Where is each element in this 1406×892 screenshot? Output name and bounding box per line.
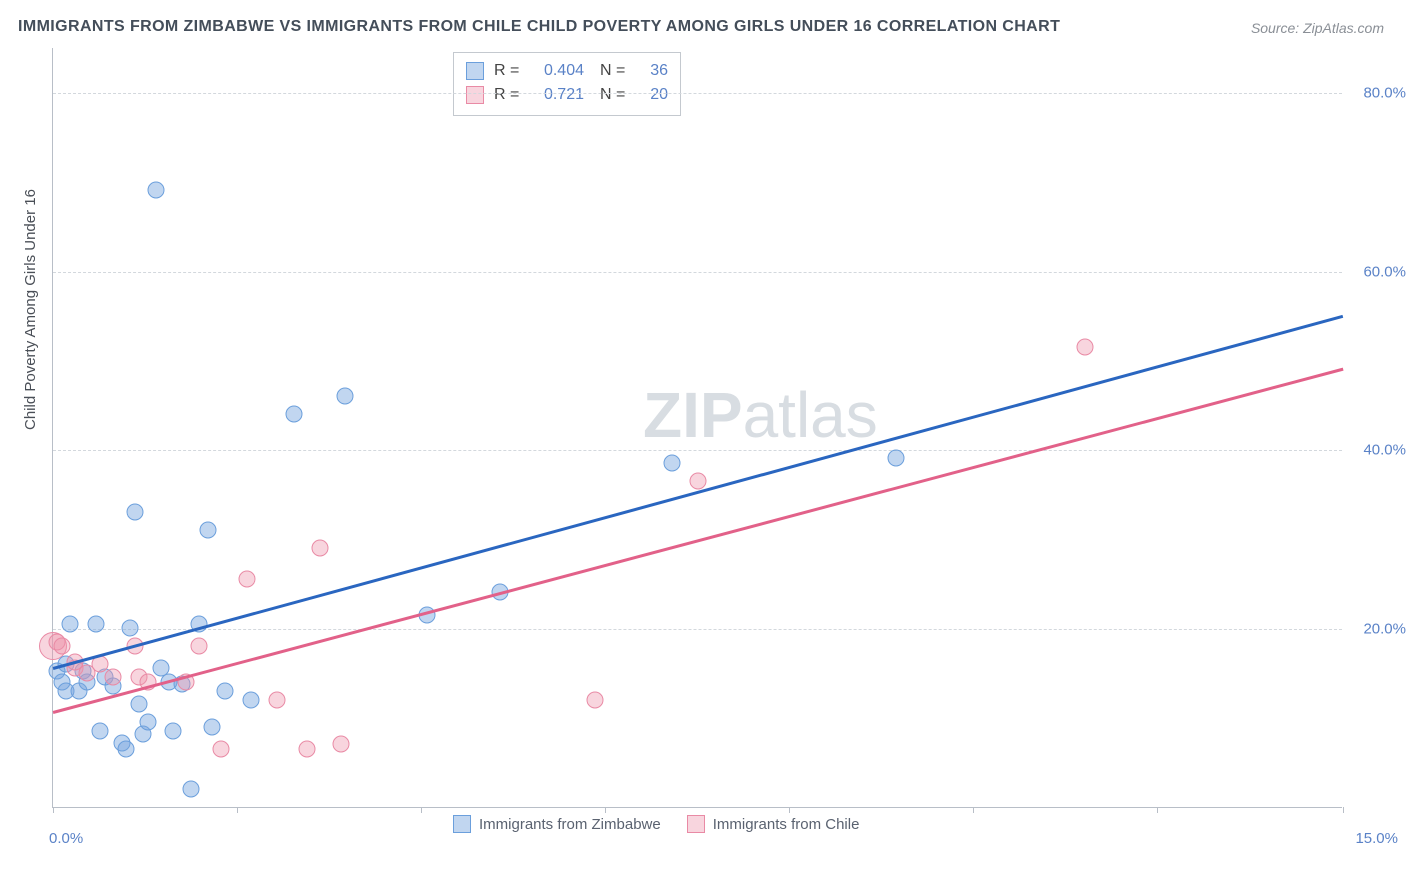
scatter-point [242,691,259,708]
x-tick [421,807,422,813]
chart-title: IMMIGRANTS FROM ZIMBABWE VS IMMIGRANTS F… [18,18,1060,36]
y-tick-label: 40.0% [1363,442,1406,459]
gridline-h [53,93,1342,94]
gridline-h [53,272,1342,273]
scatter-point [268,691,285,708]
stat-n-value: 36 [638,62,668,80]
stat-n-value: 20 [638,86,668,104]
gridline-h [53,450,1342,451]
stat-r-label: R = [494,62,522,80]
legend-label: Immigrants from Zimbabwe [479,816,661,833]
legend-item: Immigrants from Zimbabwe [453,815,661,833]
x-tick [1343,807,1344,813]
scatter-point [105,669,122,686]
x-tick [605,807,606,813]
legend-swatch [687,815,705,833]
x-tick-label-max: 15.0% [1355,830,1398,847]
scatter-point [298,740,315,757]
scatter-point [664,454,681,471]
scatter-point [586,691,603,708]
series-legend: Immigrants from Zimbabwe Immigrants from … [453,815,859,833]
legend-swatch [453,815,471,833]
scatter-point [131,696,148,713]
scatter-point [887,450,904,467]
stat-row: R = 0.721 N = 20 [466,83,668,107]
x-tick [237,807,238,813]
x-tick [789,807,790,813]
y-axis-label: Child Poverty Among Girls Under 16 [22,189,39,430]
legend-swatch [466,62,484,80]
scatter-point [199,521,216,538]
scatter-point [285,405,302,422]
stat-r-label: R = [494,86,522,104]
scatter-point [1077,338,1094,355]
stat-n-label: N = [600,62,628,80]
legend-swatch [466,86,484,104]
scatter-point [126,503,143,520]
scatter-point [337,387,354,404]
scatter-point [53,638,70,655]
trend-line [53,368,1344,714]
legend-label: Immigrants from Chile [713,816,860,833]
x-tick-label-min: 0.0% [49,830,83,847]
correlation-stats-box: R = 0.404 N = 36 R = 0.721 N = 20 [453,52,681,116]
scatter-point [165,723,182,740]
trend-line [53,314,1344,669]
watermark: ZIPatlas [643,378,878,452]
scatter-point [217,682,234,699]
scatter-point [212,740,229,757]
gridline-h [53,629,1342,630]
scatter-point [191,638,208,655]
x-tick [1157,807,1158,813]
y-tick-label: 80.0% [1363,84,1406,101]
y-tick-label: 60.0% [1363,263,1406,280]
x-tick [973,807,974,813]
scatter-point [92,723,109,740]
scatter-point [88,615,105,632]
scatter-point [122,620,139,637]
legend-item: Immigrants from Chile [687,815,860,833]
scatter-point [690,472,707,489]
scatter-point [204,718,221,735]
stat-r-value: 0.404 [532,62,584,80]
scatter-point [333,736,350,753]
scatter-point [238,571,255,588]
watermark-light: atlas [743,379,878,451]
y-tick-label: 20.0% [1363,621,1406,638]
scatter-point [311,539,328,556]
scatter-point [62,615,79,632]
stat-row: R = 0.404 N = 36 [466,59,668,83]
scatter-point [139,714,156,731]
scatter-point [148,182,165,199]
x-tick [53,807,54,813]
scatter-plot-area: ZIPatlas R =0.404N =36R =0.721N =20 Immi… [52,48,1342,808]
scatter-point [118,740,135,757]
watermark-bold: ZIP [643,379,743,451]
scatter-point [182,781,199,798]
stat-n-label: N = [600,86,628,104]
source-attribution: Source: ZipAtlas.com [1251,20,1384,36]
stat-r-value: 0.721 [532,86,584,104]
